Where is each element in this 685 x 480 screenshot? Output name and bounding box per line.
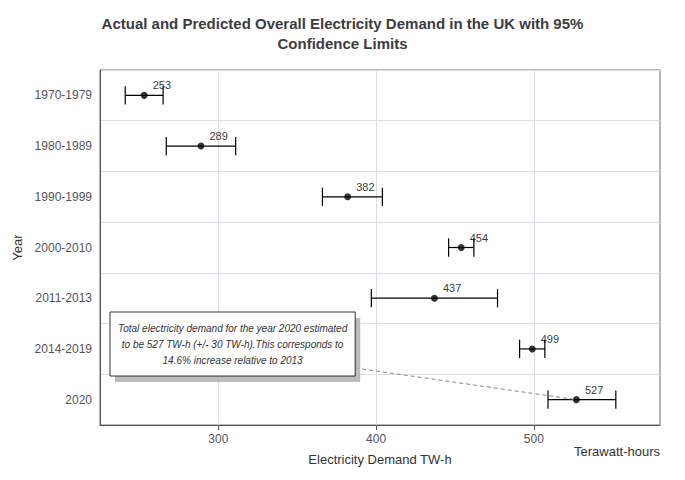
svg-text:2011-2013: 2011-2013 xyxy=(36,291,93,305)
svg-text:Actual and Predicted Overall E: Actual and Predicted Overall Electricity… xyxy=(102,15,584,32)
svg-text:289: 289 xyxy=(209,130,227,142)
svg-text:14.6% increase relative to 201: 14.6% increase relative to 2013 xyxy=(163,355,304,366)
svg-text:to be 527 TW-h (+/- 30 TW-h).T: to be 527 TW-h (+/- 30 TW-h).This corres… xyxy=(122,339,344,350)
svg-text:382: 382 xyxy=(356,181,374,193)
svg-text:2020: 2020 xyxy=(65,393,92,407)
svg-text:527: 527 xyxy=(585,384,603,396)
svg-text:1970-1979: 1970-1979 xyxy=(35,88,93,102)
svg-text:253: 253 xyxy=(153,79,171,91)
svg-text:400: 400 xyxy=(366,432,386,446)
svg-text:2014-2019: 2014-2019 xyxy=(35,342,93,356)
svg-text:2000-2010: 2000-2010 xyxy=(35,241,93,255)
svg-text:454: 454 xyxy=(470,232,488,244)
svg-text:300: 300 xyxy=(208,432,228,446)
svg-text:Year: Year xyxy=(10,234,25,261)
svg-text:500: 500 xyxy=(524,432,544,446)
svg-text:Terawatt-hours: Terawatt-hours xyxy=(574,444,660,459)
svg-text:437: 437 xyxy=(443,282,461,294)
svg-text:1990-1999: 1990-1999 xyxy=(35,190,93,204)
svg-text:Confidence Limits: Confidence Limits xyxy=(277,35,407,52)
svg-text:499: 499 xyxy=(541,333,559,345)
svg-text:Electricity Demand TW-h: Electricity Demand TW-h xyxy=(308,452,451,467)
svg-text:1980-1989: 1980-1989 xyxy=(35,139,93,153)
svg-text:Total electricity demand for t: Total electricity demand for the year 20… xyxy=(118,323,348,334)
